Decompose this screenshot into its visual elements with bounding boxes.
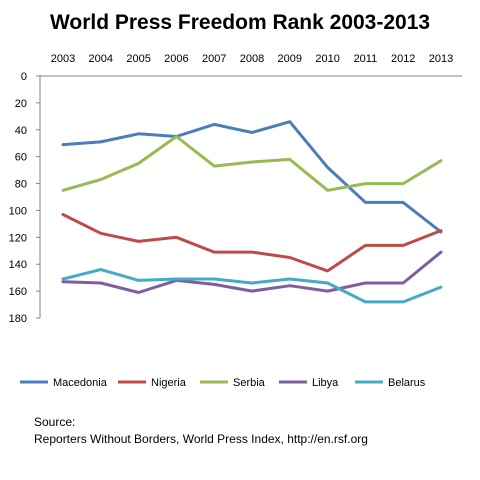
chart-title: World Press Freedom Rank 2003-2013 [50,11,430,34]
plot-area: 0 20 40 60 80 100 120 140 160 180 2003 2004 2005 2006… [9,53,462,325]
y-tick-label: 180 [9,313,27,325]
series-line-libya [61,250,443,294]
source-text: Reporters Without Borders, World Press I… [34,432,368,446]
y-tick-label: 160 [9,286,27,298]
x-tick-label: 2006 [164,53,188,65]
source-label: Source: [34,415,76,429]
series-line-belarus [61,268,443,304]
x-tick-label: 2007 [202,53,226,65]
x-tick-label: 2009 [278,53,302,65]
series-line-serbia [61,135,443,192]
y-tick-label: 0 [21,71,27,83]
x-tick-label: 2005 [126,53,150,65]
y-tick-label: 120 [9,232,27,244]
x-tick-label: 2003 [51,53,75,65]
legend: Macedonia Nigeria Serbia Libya Belarus [20,377,426,389]
legend-label-libya: Libya [312,377,339,389]
x-tick-label: 2008 [240,53,264,65]
series-line-nigeria [61,213,443,273]
source-note: Source: Reporters Without Borders, World… [34,414,368,448]
line-chart: World Press Freedom Rank 2003-2013 0 20 40… [9,11,462,389]
x-tick-label: 2012 [391,53,415,65]
y-tick-label: 100 [9,205,27,217]
x-tick-label: 2013 [429,53,453,65]
legend-label-macedonia: Macedonia [53,377,108,389]
y-tick-label: 80 [15,179,27,191]
x-tick-label: 2004 [89,53,113,65]
y-tick-label: 40 [15,125,27,137]
y-tick-label: 140 [9,259,27,271]
x-tick-label: 2011 [354,53,378,65]
legend-label-belarus: Belarus [388,377,426,389]
series-line-macedonia [61,120,443,234]
legend-label-serbia: Serbia [233,377,266,389]
y-tick-label: 20 [15,98,27,110]
legend-label-nigeria: Nigeria [151,377,187,389]
y-tick-label: 60 [15,152,27,164]
x-tick-label: 2010 [315,53,339,65]
